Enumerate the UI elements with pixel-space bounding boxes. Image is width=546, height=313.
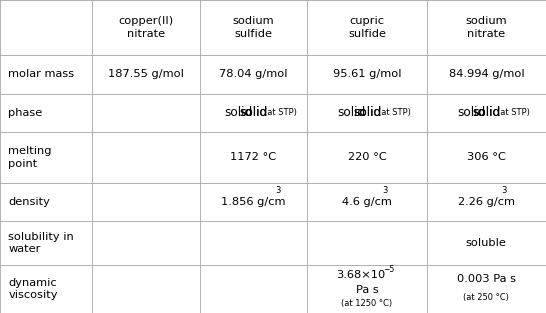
Text: soluble: soluble (466, 238, 507, 248)
Text: (at STP): (at STP) (497, 108, 530, 117)
Text: 2.26 g/cm: 2.26 g/cm (458, 197, 515, 207)
Text: phase: phase (8, 108, 43, 118)
Text: (at 250 °C): (at 250 °C) (464, 293, 509, 302)
Text: 4.6 g/cm: 4.6 g/cm (342, 197, 392, 207)
Text: 1.856 g/cm: 1.856 g/cm (221, 197, 286, 207)
Text: 78.04 g/mol: 78.04 g/mol (219, 69, 288, 79)
Text: solid: solid (353, 106, 381, 119)
Text: dynamic
viscosity: dynamic viscosity (8, 278, 58, 300)
Text: 0.003 Pa s: 0.003 Pa s (457, 274, 516, 284)
Text: solid: solid (239, 106, 268, 119)
Text: 1172 °C: 1172 °C (230, 152, 277, 162)
Text: solubility in
water: solubility in water (8, 232, 74, 254)
Text: solid: solid (353, 106, 381, 119)
Text: 3.68×10: 3.68×10 (336, 270, 385, 280)
Text: molar mass: molar mass (8, 69, 74, 79)
Text: 3: 3 (275, 186, 281, 195)
Text: 306 °C: 306 °C (467, 152, 506, 162)
Text: solid: solid (472, 106, 501, 119)
Text: (at STP): (at STP) (378, 108, 411, 117)
Text: melting
point: melting point (8, 146, 52, 169)
Text: solid: solid (472, 106, 501, 119)
Text: density: density (8, 197, 50, 207)
Text: sodium
nitrate: sodium nitrate (466, 16, 507, 39)
Text: 95.61 g/mol: 95.61 g/mol (333, 69, 401, 79)
Text: −5: −5 (383, 265, 395, 274)
Text: sodium
sulfide: sodium sulfide (233, 16, 274, 39)
Text: 187.55 g/mol: 187.55 g/mol (108, 69, 183, 79)
Text: solid: solid (337, 106, 366, 119)
Text: (at 1250 °C): (at 1250 °C) (341, 299, 393, 308)
Text: 84.994 g/mol: 84.994 g/mol (449, 69, 524, 79)
Text: 3: 3 (382, 186, 387, 195)
Text: 3: 3 (501, 186, 507, 195)
Text: solid: solid (457, 106, 485, 119)
Text: Pa s: Pa s (355, 285, 378, 295)
Text: cupric
sulfide: cupric sulfide (348, 16, 386, 39)
Text: 220 °C: 220 °C (348, 152, 387, 162)
Text: (at STP): (at STP) (264, 108, 297, 117)
Text: solid: solid (224, 106, 252, 119)
Text: solid: solid (239, 106, 268, 119)
Text: copper(II)
nitrate: copper(II) nitrate (118, 16, 173, 39)
